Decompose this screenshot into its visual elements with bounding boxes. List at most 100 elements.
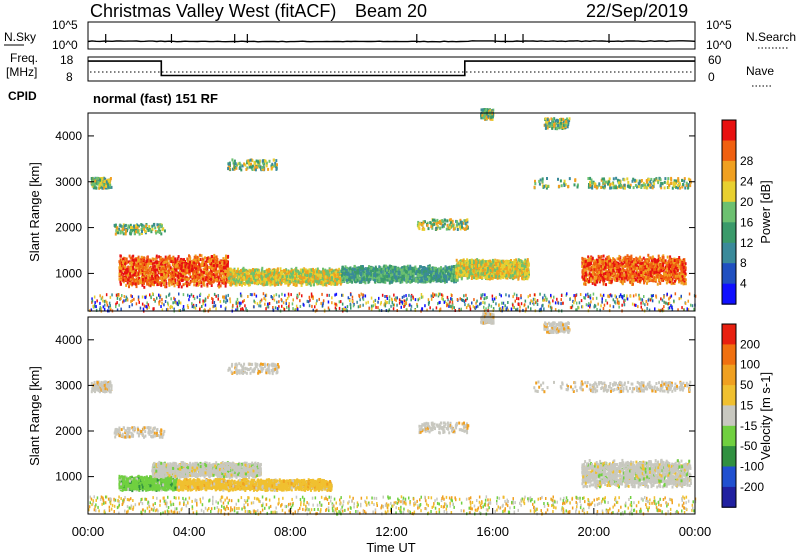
range-cell <box>247 283 250 287</box>
range-cell <box>356 278 359 282</box>
range-cell <box>308 276 311 280</box>
range-cell <box>152 277 155 281</box>
range-cell <box>254 278 257 282</box>
range-cell <box>358 280 361 284</box>
range-cell <box>281 271 283 275</box>
range-cell <box>184 282 187 286</box>
range-cell <box>172 262 175 266</box>
range-cell <box>213 256 216 260</box>
range-cell <box>368 279 371 283</box>
range-cell <box>214 278 217 282</box>
range-cell <box>143 264 146 268</box>
range-cell <box>437 276 440 280</box>
range-cell <box>419 279 422 283</box>
range-cell <box>157 265 160 268</box>
range-cell <box>208 260 211 264</box>
range-cell <box>368 269 371 273</box>
range-cell <box>184 265 187 269</box>
range-cell <box>125 268 128 272</box>
nave-label: Nave <box>746 64 774 78</box>
range-cell <box>226 265 229 268</box>
range-cell <box>290 269 293 273</box>
range-cell <box>316 277 319 281</box>
range-cell <box>268 278 271 282</box>
range-cell <box>445 275 447 279</box>
range-cell <box>193 255 196 259</box>
range-cell <box>384 280 387 284</box>
range-cell <box>348 275 351 279</box>
range-cell <box>251 268 254 271</box>
range-cell <box>445 266 448 270</box>
range-cell <box>386 275 389 279</box>
range-cell <box>126 273 129 277</box>
range-cell <box>292 283 295 286</box>
range-cell <box>124 273 127 277</box>
range-cell <box>383 269 386 273</box>
range-cell <box>370 270 373 274</box>
range-cell <box>478 259 481 263</box>
range-cell <box>403 278 406 282</box>
range-cell <box>355 278 358 282</box>
range-cell <box>422 271 425 275</box>
range-cell <box>204 265 207 269</box>
range-cell <box>200 272 203 276</box>
range-cell <box>433 267 436 271</box>
range-cell <box>184 270 187 273</box>
range-cell <box>295 266 298 270</box>
range-cell <box>279 275 282 279</box>
range-cell <box>223 281 225 285</box>
range-cell <box>135 274 138 278</box>
range-cell <box>346 278 348 282</box>
range-cell <box>283 274 286 277</box>
range-cell <box>365 278 368 282</box>
range-cell <box>304 276 307 280</box>
range-cell <box>141 277 144 281</box>
range-cell <box>431 270 434 274</box>
range-cell <box>248 283 251 287</box>
range-cell <box>395 277 398 281</box>
range-cell <box>388 265 391 269</box>
range-cell <box>141 283 144 287</box>
range-cell <box>413 277 416 281</box>
range-cell <box>172 280 175 283</box>
range-cell <box>193 261 196 265</box>
range-cell <box>188 254 190 258</box>
date-label: 22/Sep/2019 <box>586 1 688 21</box>
range-cell <box>427 268 430 272</box>
range-cell <box>392 270 395 274</box>
range-cell <box>313 283 315 287</box>
range-cell <box>406 277 409 281</box>
range-cell <box>378 270 381 274</box>
range-cell <box>205 272 208 276</box>
range-cell <box>183 272 186 276</box>
range-cell <box>202 277 205 281</box>
range-cell <box>147 282 150 286</box>
range-cell <box>284 281 287 285</box>
range-cell <box>119 258 122 262</box>
range-cell <box>135 285 138 289</box>
range-cell <box>126 281 129 285</box>
range-cell <box>185 262 188 266</box>
range-cell <box>144 274 147 278</box>
range-cell <box>152 273 155 277</box>
range-cell <box>454 279 457 283</box>
range-cell <box>378 279 381 283</box>
range-cell <box>207 266 210 269</box>
range-cell <box>267 276 270 280</box>
range-cell <box>196 277 199 281</box>
range-cell <box>194 272 196 276</box>
range-cell <box>309 274 312 278</box>
range-cell <box>176 282 179 285</box>
range-cell <box>172 270 175 273</box>
noise-line <box>87 40 696 43</box>
range-cell <box>286 278 288 282</box>
range-cell <box>309 283 312 287</box>
range-cell <box>209 265 212 269</box>
range-cell <box>231 282 234 286</box>
range-cell <box>125 283 128 287</box>
range-cell <box>409 267 412 271</box>
range-cell <box>122 278 125 282</box>
range-cell <box>212 261 215 265</box>
range-cell <box>131 281 134 285</box>
range-cell <box>453 276 456 280</box>
